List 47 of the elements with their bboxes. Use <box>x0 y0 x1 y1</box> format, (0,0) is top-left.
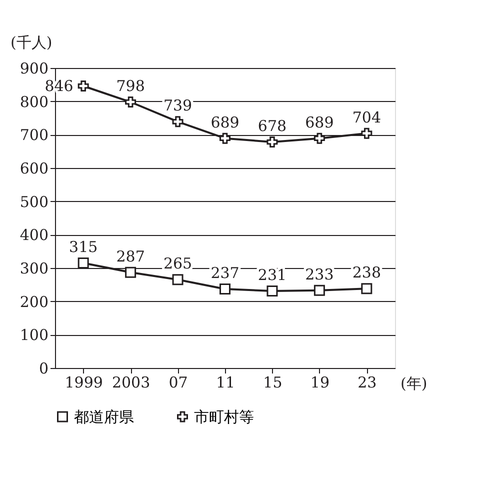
y-tick-label: 700 <box>20 126 48 144</box>
point <box>125 266 136 278</box>
y-axis-title: (千人) <box>10 34 52 52</box>
y-tick-label: 600 <box>20 160 48 178</box>
y-tick-label: 200 <box>20 292 48 311</box>
y-tick-label: 400 <box>20 226 48 244</box>
x-tick-label: 1999 <box>64 374 103 392</box>
data-label: 739 <box>163 96 192 115</box>
point <box>220 132 230 144</box>
x-axis-title: (年) <box>400 374 428 392</box>
point <box>361 283 372 294</box>
y-tick-label: 0 <box>38 360 48 378</box>
y-tick-label: 500 <box>20 192 48 211</box>
data-label: 704 <box>352 108 381 126</box>
data-label: 237 <box>210 264 240 282</box>
x-tick-label: 15 <box>263 374 282 392</box>
data-label: 689 <box>210 113 240 132</box>
point <box>78 258 89 268</box>
y-tick-label: 300 <box>20 260 48 278</box>
data-label: 689 <box>305 113 334 132</box>
point <box>266 286 278 296</box>
point <box>314 132 325 144</box>
y-tick-label: 100 <box>20 326 48 344</box>
data-label: 315 <box>69 238 98 256</box>
point <box>172 116 184 128</box>
data-label: 678 <box>258 117 287 135</box>
y-tick-label: 800 <box>20 92 48 111</box>
point <box>125 96 136 108</box>
point <box>314 284 325 296</box>
point <box>266 136 278 148</box>
x-tick-label: 2003 <box>112 374 150 392</box>
y-tick-label: 900 <box>20 60 48 78</box>
data-label: 238 <box>352 264 381 282</box>
point <box>361 128 372 139</box>
point <box>78 80 89 92</box>
point <box>172 274 184 286</box>
legend-label: 都道府県 <box>74 408 134 426</box>
data-label: 798 <box>116 77 145 95</box>
x-tick-label: 07 <box>168 374 188 392</box>
legend-label: 市町村等 <box>194 408 254 426</box>
x-tick-label: 11 <box>216 374 236 392</box>
data-label: 287 <box>116 247 145 266</box>
point <box>220 284 230 294</box>
x-tick-label: 23 <box>358 374 377 392</box>
data-label: 233 <box>305 265 334 284</box>
x-tick-label: 19 <box>310 374 330 392</box>
data-label: 231 <box>258 266 287 284</box>
